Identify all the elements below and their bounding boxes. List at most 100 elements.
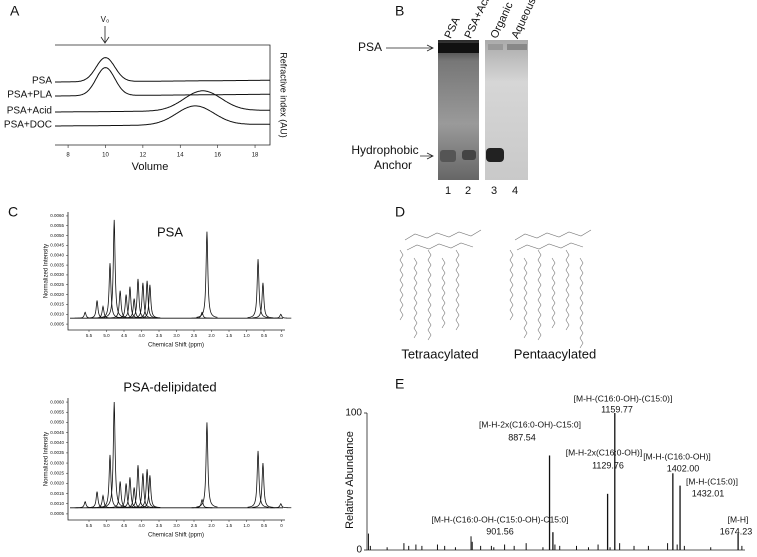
x-tick-label: 4.5 (121, 523, 128, 528)
arrow (386, 44, 434, 52)
spectrum-peak (252, 282, 274, 319)
y-tick-label: 0.0040 (50, 440, 64, 445)
spectrum-peak (252, 463, 274, 508)
spectrum-peak (74, 500, 96, 509)
y-axis-title: Relative Abundance (344, 431, 356, 529)
peak-annotation: [M-H] (728, 514, 749, 524)
y-tick-label: 0.0035 (50, 262, 64, 267)
x-tick-label: 8 (66, 153, 70, 159)
axis (67, 398, 285, 521)
y-tick-label: 0.0020 (50, 292, 64, 297)
peak-annotation: [M-H-(C16:0-OH)-(C15:0)] (574, 393, 673, 403)
x-axis-title: Volume (132, 161, 169, 173)
spectrum-peak (132, 473, 154, 508)
y-tick-label: 0 (356, 545, 362, 556)
panel-label: A (10, 3, 20, 19)
y-tick-label: 0.0045 (50, 430, 64, 435)
spectrum-peak (136, 469, 158, 508)
spectrum-peak (103, 219, 125, 318)
y-tick-label: 100 (345, 408, 362, 419)
x-axis-title: Chemical Shift (ppm) (148, 533, 204, 539)
structure-bond (399, 249, 404, 321)
peak-value: 901.56 (486, 526, 514, 536)
y-axis-title: Refractive index (AU) (279, 52, 289, 138)
y-tick-label: 0.0015 (50, 491, 64, 496)
y-tick-label: 0.0030 (50, 272, 64, 277)
x-tick-label: 4.5 (121, 333, 128, 338)
y-tick-label: 0.0030 (50, 460, 64, 465)
structure-bond (509, 249, 514, 321)
band-label: Anchor (374, 158, 412, 172)
spectrum-title: PSA (157, 224, 183, 239)
axis (67, 212, 285, 331)
y-axis-title: Normalized Intensity (44, 244, 50, 298)
x-tick-label: 5.0 (103, 333, 110, 338)
arrow (420, 152, 434, 160)
y-tick-label: 0.0025 (50, 470, 64, 475)
spectrum-peak (99, 263, 121, 319)
spectrum-peak (247, 259, 269, 319)
x-axis-title: Chemical Shift (ppm) (148, 343, 204, 349)
peak-value: 1402.00 (667, 463, 700, 473)
void-marker: V₀ (101, 15, 110, 24)
structure-label: Tetraacylated (401, 346, 478, 361)
peak-value: 1432.01 (692, 488, 725, 498)
x-tick-label: 2.5 (191, 523, 198, 528)
trace-label: PSA (32, 76, 52, 87)
band (438, 43, 479, 53)
x-tick-label: 18 (252, 153, 259, 159)
trace (55, 57, 270, 83)
x-tick-label: 1.0 (243, 333, 250, 338)
lane-number: 2 (465, 185, 471, 197)
peak-annotation: [M-H-2x(C16:0-OH)] (566, 447, 643, 457)
x-tick-label: 0.5 (261, 333, 268, 338)
structure-bond (565, 249, 570, 331)
lane-number: 4 (512, 185, 518, 197)
spectrum-peak (196, 422, 218, 508)
y-tick-label: 0.0050 (50, 420, 64, 425)
spectrum-peak (86, 300, 108, 319)
x-tick-label: 3.0 (173, 333, 180, 338)
trace (55, 105, 270, 127)
lane-number: 3 (491, 185, 497, 197)
band (440, 150, 456, 162)
y-tick-label: 0.0020 (50, 481, 64, 486)
y-tick-label: 0.0010 (50, 311, 64, 316)
x-tick-label: 0 (280, 523, 283, 528)
y-tick-label: 0.0055 (50, 409, 64, 414)
y-tick-label: 0.0005 (50, 321, 64, 326)
structure-bond (551, 257, 556, 329)
y-tick-label: 0.0005 (50, 511, 64, 516)
spectrum-peak (191, 311, 213, 319)
structure-bond (413, 257, 418, 339)
peak-annotation: [M-H-(C16:0-OH)] (643, 451, 711, 461)
spectrum-peak (191, 498, 213, 509)
structure-bond (537, 249, 542, 341)
band (488, 44, 503, 50)
band-label: Hydrophobic (351, 143, 418, 157)
arrow (100, 26, 110, 44)
lane-label: PSA (442, 15, 462, 41)
peak-value: 1674.23 (720, 526, 753, 536)
y-tick-label: 0.0060 (50, 213, 64, 218)
x-tick-label: 14 (177, 153, 184, 159)
spectrum-peak (127, 278, 149, 319)
y-tick-label: 0.0060 (50, 399, 64, 404)
structure-bond (455, 249, 460, 331)
peak-value: 1129.76 (592, 460, 624, 470)
spectrum-peak (74, 311, 96, 319)
x-tick-label: 3.5 (156, 333, 163, 338)
spectrum-peak (247, 450, 269, 508)
trace (55, 67, 270, 97)
spectrum-peak (132, 282, 154, 319)
y-tick-label: 0.0035 (50, 450, 64, 455)
x-tick-label: 2.0 (208, 333, 215, 338)
trace-label: PSA+DOC (4, 120, 52, 131)
x-tick-label: 3.5 (156, 523, 163, 528)
y-tick-label: 0.0055 (50, 223, 64, 228)
y-tick-label: 0.0010 (50, 501, 64, 506)
y-axis-title: Normalized Intensity (44, 432, 50, 486)
structure-bond (427, 249, 432, 341)
panel-label: B (395, 3, 404, 19)
spectrum-peak (139, 284, 161, 319)
